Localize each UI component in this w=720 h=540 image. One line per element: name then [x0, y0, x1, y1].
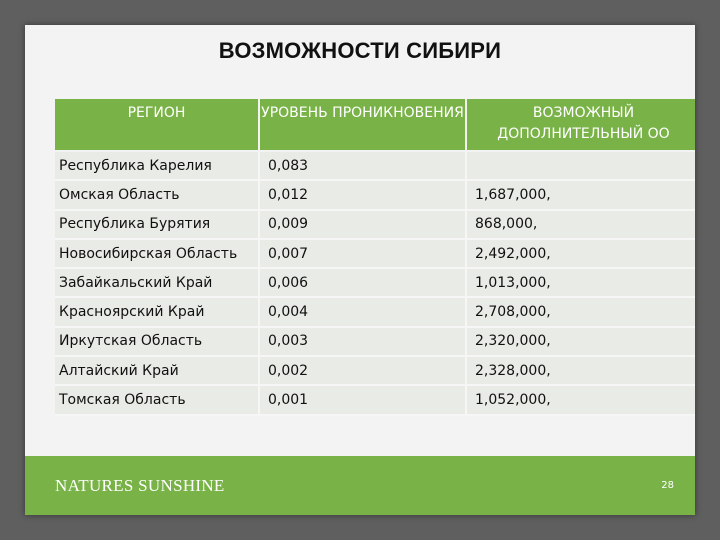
cell-penetration: 0,001	[259, 385, 467, 416]
table-row: Алтайский Край 0,002 2,328,000,	[55, 356, 695, 387]
cell-additional: 2,492,000,	[466, 238, 695, 270]
table-row: Республика Бурятия 0,009 868,000,	[55, 209, 695, 240]
regions-table: РЕГИОН УРОВЕНЬ ПРОНИКНОВЕНИЯ ВОЗМОЖНЫЙ Д…	[55, 99, 695, 416]
cell-region: Омская Область	[55, 180, 260, 211]
header-possible-additional: ВОЗМОЖНЫЙ ДОПОЛНИТЕЛЬНЫЙ ОО	[466, 99, 695, 152]
cell-penetration: 0,012	[259, 180, 467, 211]
table-row: Забайкальский Край 0,006 1,013,000,	[55, 268, 695, 299]
cell-additional: 1,687,000,	[466, 180, 695, 211]
table-row: Омская Область 0,012 1,687,000,	[55, 180, 695, 211]
table-row: Республика Карелия 0,083	[55, 151, 695, 182]
cell-region: Алтайский Край	[55, 356, 260, 387]
cell-region: Забайкальский Край	[55, 268, 260, 299]
header-penetration-level: УРОВЕНЬ ПРОНИКНОВЕНИЯ	[259, 99, 467, 152]
table-row: Иркутская Область 0,003 2,320,000,	[55, 326, 695, 358]
cell-region: Томская Область	[55, 385, 260, 416]
cell-region: Республика Бурятия	[55, 209, 260, 240]
natures-sunshine-logo: NATURES SUNSHINE	[55, 476, 225, 495]
cell-penetration: 0,006	[259, 268, 467, 299]
cell-penetration: 0,083	[259, 151, 467, 182]
cell-region: Республика Карелия	[55, 151, 260, 182]
table-row: Красноярский Край 0,004 2,708,000,	[55, 297, 695, 328]
cell-additional: 2,708,000,	[466, 297, 695, 328]
cell-additional: 2,320,000,	[466, 326, 695, 358]
header-region: РЕГИОН	[55, 99, 260, 152]
cell-additional: 1,013,000,	[466, 268, 695, 299]
cell-additional: 2,328,000,	[466, 356, 695, 387]
cell-additional	[466, 151, 695, 182]
table-header-row: РЕГИОН УРОВЕНЬ ПРОНИКНОВЕНИЯ ВОЗМОЖНЫЙ Д…	[55, 99, 695, 152]
slide: ВОЗМОЖНОСТИ СИБИРИ РЕГИОН УРОВЕНЬ ПРОНИК…	[25, 25, 695, 515]
cell-penetration: 0,003	[259, 326, 467, 358]
page-number: 28	[661, 480, 674, 491]
cell-additional: 868,000,	[466, 209, 695, 240]
cell-additional: 1,052,000,	[466, 385, 695, 416]
footer-bar: NATURES SUNSHINE 28	[25, 456, 695, 515]
cell-region: Красноярский Край	[55, 297, 260, 328]
table-row: Томская Область 0,001 1,052,000,	[55, 385, 695, 416]
cell-penetration: 0,009	[259, 209, 467, 240]
cell-region: Новосибирская Область	[55, 238, 260, 270]
table-row: Новосибирская Область 0,007 2,492,000,	[55, 238, 695, 270]
cell-penetration: 0,007	[259, 238, 467, 270]
cell-penetration: 0,004	[259, 297, 467, 328]
slide-title: ВОЗМОЖНОСТИ СИБИРИ	[218, 38, 502, 63]
cell-region: Иркутская Область	[55, 326, 260, 358]
cell-penetration: 0,002	[259, 356, 467, 387]
